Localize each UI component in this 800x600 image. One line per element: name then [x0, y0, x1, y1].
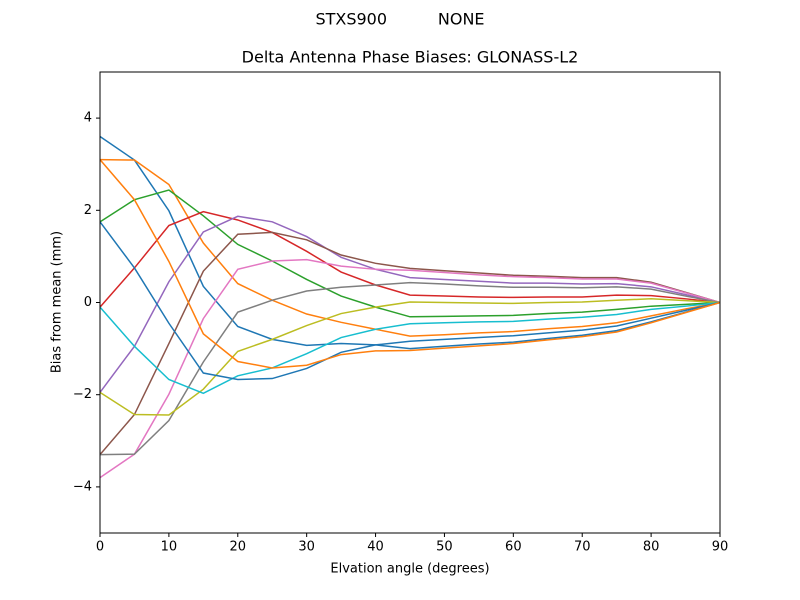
x-tick-label: 90 [712, 540, 729, 555]
data-line [99, 159, 721, 369]
data-line [99, 135, 721, 350]
x-tick-label: 10 [161, 540, 178, 555]
x-axis-label: Elvation angle (degrees) [330, 562, 489, 577]
y-axis-label: Bias from mean (mm) [50, 231, 65, 373]
chart-title: Delta Antenna Phase Biases: GLONASS-L2 [242, 48, 579, 67]
y-tick-label: −2 [73, 387, 92, 402]
data-line [99, 298, 721, 416]
data-line [99, 281, 721, 456]
y-tick-label: −4 [73, 479, 92, 494]
x-tick-label: 40 [367, 540, 384, 555]
x-tick-label: 70 [574, 540, 591, 555]
x-tick-label: 60 [505, 540, 522, 555]
x-tick-label: 0 [96, 540, 104, 555]
data-line [99, 221, 721, 381]
data-line [99, 189, 721, 318]
y-tick-label: 4 [84, 111, 92, 126]
data-line [99, 258, 721, 479]
y-tick-label: 2 [84, 203, 92, 218]
y-tick-label: 0 [84, 295, 92, 310]
x-tick-label: 30 [298, 540, 315, 555]
data-line [99, 215, 721, 393]
data-line [99, 210, 721, 308]
data-line [99, 301, 721, 395]
data-line [99, 158, 721, 337]
x-tick-label: 80 [643, 540, 660, 555]
x-tick-label: 20 [230, 540, 247, 555]
data-line [99, 231, 721, 456]
suptitle: STXS900 NONE [315, 10, 484, 29]
x-tick-label: 50 [436, 540, 453, 555]
